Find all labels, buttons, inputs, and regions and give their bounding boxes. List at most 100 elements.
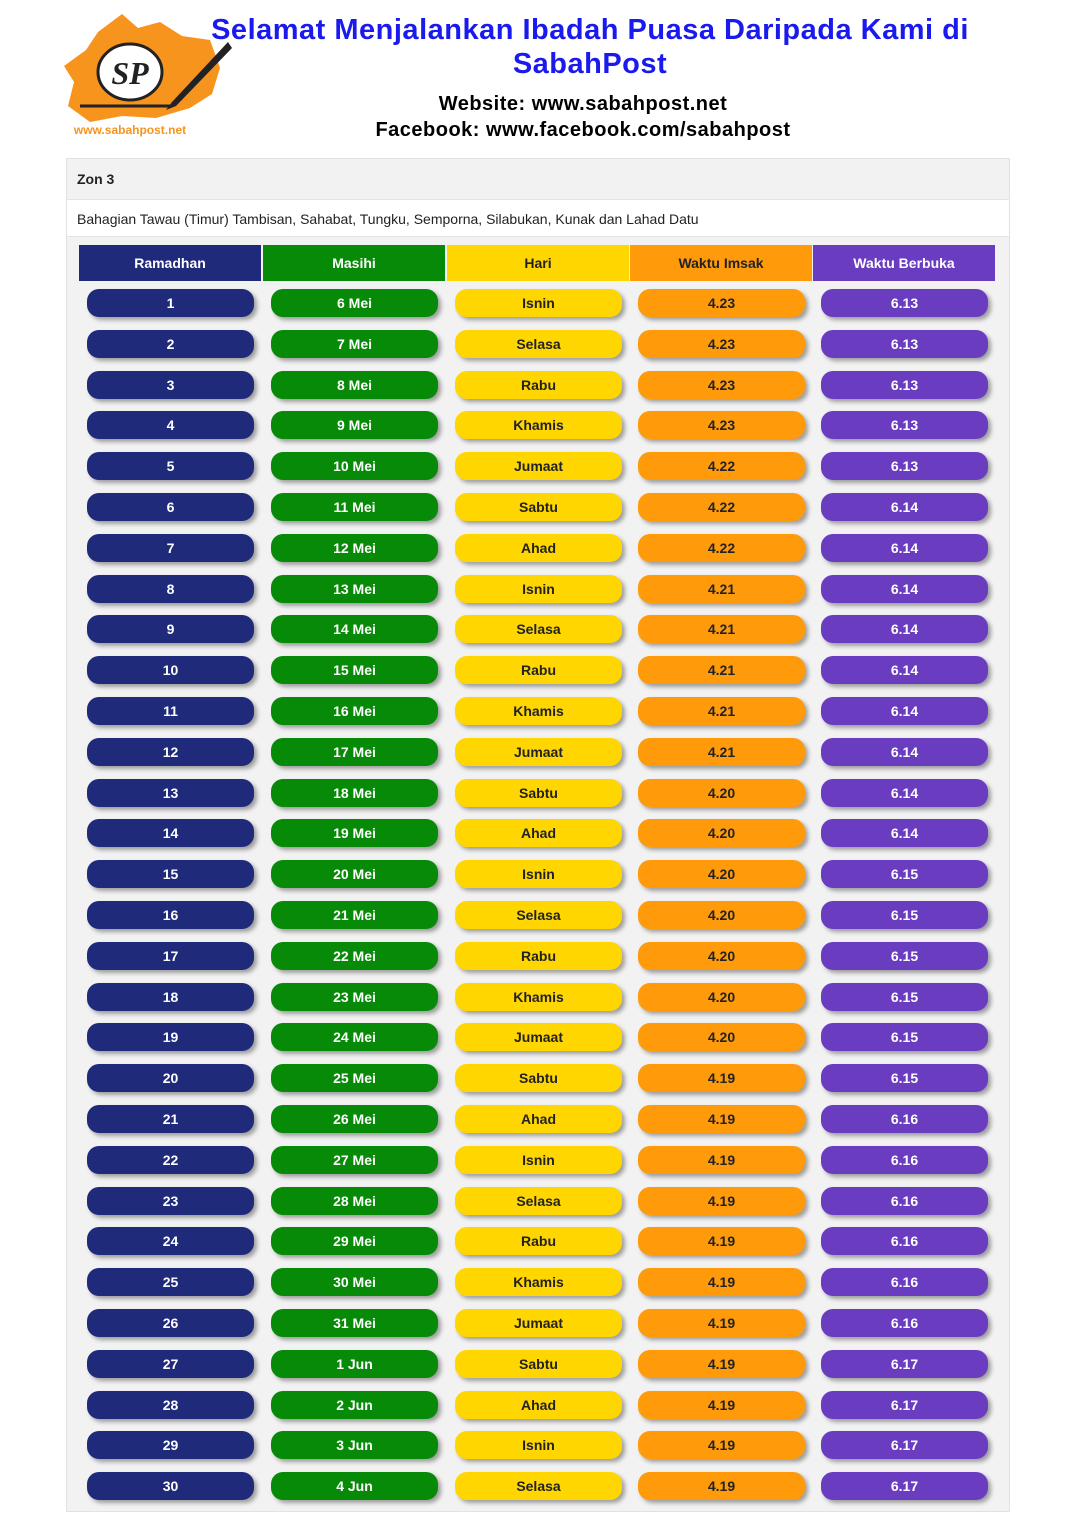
cell: Sabtu: [455, 493, 622, 521]
cell: 29: [87, 1431, 254, 1460]
cell: 26 Mei: [271, 1105, 438, 1133]
cell: 30 Mei: [271, 1268, 438, 1297]
cell: Jumaat: [455, 452, 622, 481]
cell: Isnin: [455, 289, 622, 317]
cell: 12 Mei: [271, 533, 438, 562]
cell: 6.15: [821, 982, 988, 1011]
cell: 8 Mei: [271, 370, 438, 399]
cell: 28: [87, 1390, 254, 1419]
cell: Sabtu: [455, 1349, 622, 1378]
zone: Zon 3: [77, 171, 115, 187]
cell: 6.14: [821, 615, 988, 644]
cell: 10: [87, 656, 254, 685]
cell: 4.19: [638, 1064, 805, 1093]
logo-pen: [166, 42, 232, 110]
cell: 6.16: [821, 1145, 988, 1174]
cell: 25: [87, 1268, 254, 1297]
cell: 7 Mei: [271, 329, 438, 358]
cell: Isnin: [455, 860, 622, 889]
column-header: Masihi: [263, 245, 445, 281]
cell: 23: [87, 1186, 254, 1215]
cell: Isnin: [455, 1431, 622, 1460]
cell: 13: [87, 778, 254, 807]
cell: 6.14: [821, 574, 988, 603]
cell: 19: [87, 1023, 254, 1052]
cell: 4.22: [638, 452, 805, 481]
cell: Rabu: [455, 941, 622, 970]
cell: 15 Mei: [271, 656, 438, 685]
cell: 6.15: [821, 941, 988, 970]
cell: 28 Mei: [271, 1186, 438, 1215]
cell: Isnin: [455, 574, 622, 603]
cell: 4.19: [638, 1186, 805, 1215]
cell: 11 Mei: [271, 493, 438, 521]
cell: 4 Jun: [271, 1472, 438, 1501]
column-header: Waktu Berbuka: [813, 245, 995, 281]
cell: 14: [87, 819, 254, 848]
cell: 6.13: [821, 289, 988, 317]
cell: 6 Mei: [271, 289, 438, 317]
cell: 4.21: [638, 737, 805, 766]
cell: 6.14: [821, 656, 988, 685]
cell: Rabu: [455, 656, 622, 685]
cell: 4.20: [638, 982, 805, 1011]
cell: 4.19: [638, 1472, 805, 1501]
table: Zon 3 Bahagian Tawau (Timur) Tambisan, S…: [66, 158, 1010, 1512]
cell: 17 Mei: [271, 737, 438, 766]
cell: Khamis: [455, 1268, 622, 1297]
cell: 6.15: [821, 860, 988, 889]
cell: 4.21: [638, 615, 805, 644]
cell: Ahad: [455, 819, 622, 848]
cell: 4.20: [638, 778, 805, 807]
cell: Khamis: [455, 697, 622, 725]
cell: Selasa: [455, 1472, 622, 1501]
cell: 4: [87, 411, 254, 440]
logo-circle: [96, 42, 164, 102]
cell: 4.20: [638, 860, 805, 889]
cell: 4.19: [638, 1349, 805, 1378]
cell: 20: [87, 1064, 254, 1093]
cell: Khamis: [455, 982, 622, 1011]
cell: 30: [87, 1472, 254, 1501]
cell: Selasa: [455, 615, 622, 644]
cell: 4.23: [638, 411, 805, 440]
cell: 6.16: [821, 1186, 988, 1215]
cell: 4.20: [638, 1023, 805, 1052]
cell: 6: [87, 493, 254, 521]
column-header: Ramadhan: [79, 245, 261, 281]
cell: 9 Mei: [271, 411, 438, 440]
cell: 1 Jun: [271, 1349, 438, 1378]
cell: 2 Jun: [271, 1390, 438, 1419]
cell: Ahad: [455, 533, 622, 562]
cell: 6.17: [821, 1349, 988, 1378]
cell: 6.13: [821, 329, 988, 358]
cell: 4.21: [638, 697, 805, 725]
cell: 26: [87, 1309, 254, 1337]
cell: 6.16: [821, 1227, 988, 1256]
cell: 4.20: [638, 941, 805, 970]
cell: Selasa: [455, 901, 622, 929]
cell: Sabtu: [455, 1064, 622, 1093]
cell: 6.13: [821, 411, 988, 440]
cell: 4.19: [638, 1431, 805, 1460]
cell: 15: [87, 860, 254, 889]
facebook: Facebook: www.facebook.com/sabahpost: [375, 119, 791, 141]
cell: 4.20: [638, 819, 805, 848]
cell: 6.17: [821, 1472, 988, 1501]
cell: Ahad: [455, 1390, 622, 1419]
cell: 6.14: [821, 737, 988, 766]
cell: 4.21: [638, 656, 805, 685]
cell: 23 Mei: [271, 982, 438, 1011]
cell: 6.17: [821, 1390, 988, 1419]
cell: Rabu: [455, 370, 622, 399]
cell: Jumaat: [455, 1309, 622, 1337]
cell: 4.23: [638, 329, 805, 358]
cell: Selasa: [455, 329, 622, 358]
website: Website: www.sabahpost.net: [438, 93, 728, 115]
cell: 5: [87, 452, 254, 481]
cell: Jumaat: [455, 1023, 622, 1052]
cell: 27 Mei: [271, 1145, 438, 1174]
cell: 24: [87, 1227, 254, 1256]
cell: 6.13: [821, 370, 988, 399]
